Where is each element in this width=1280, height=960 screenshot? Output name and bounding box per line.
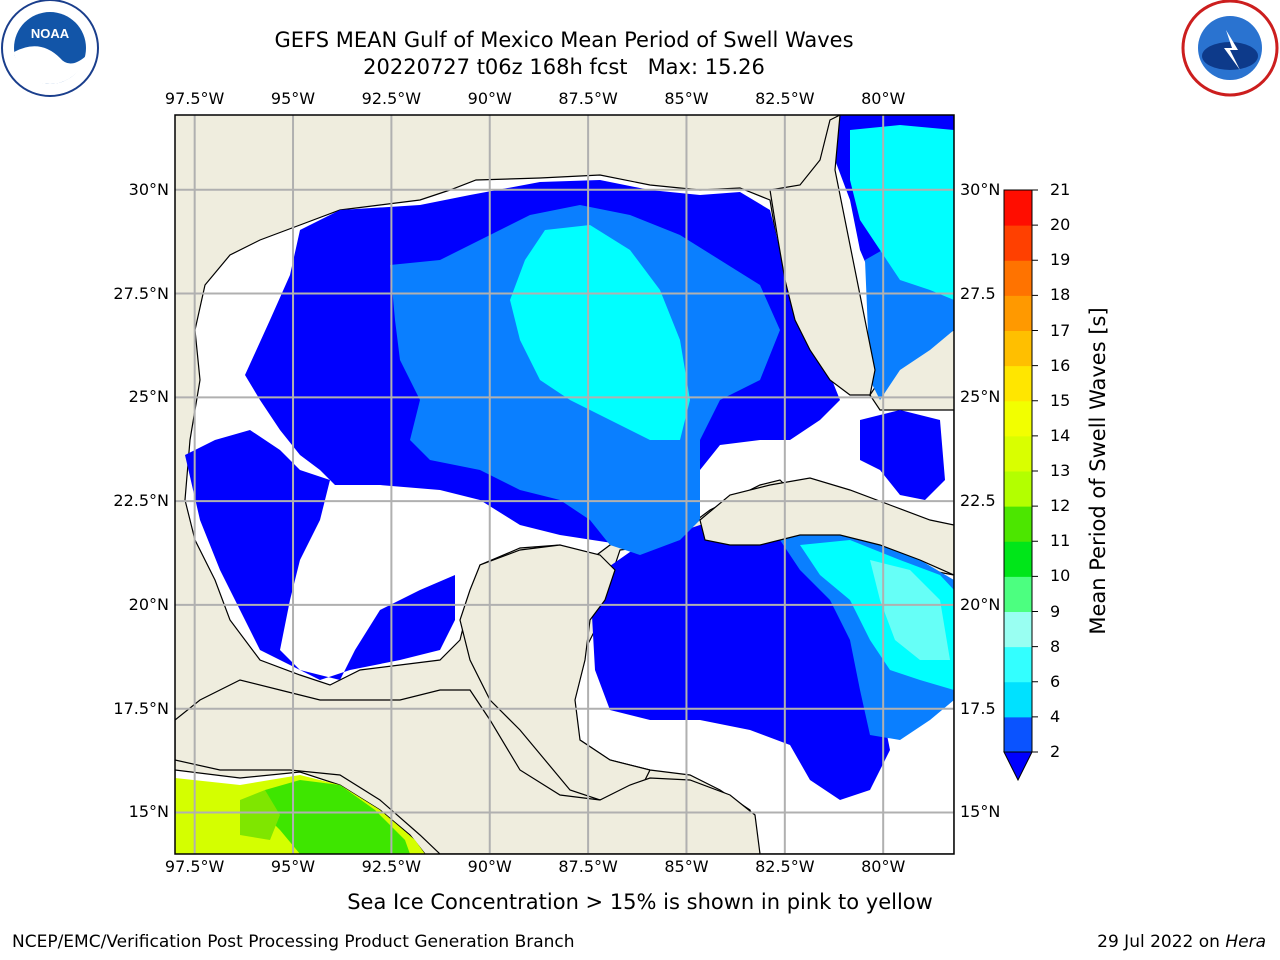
yucatan-land bbox=[459, 544, 651, 801]
tick-label: 95°W bbox=[270, 89, 316, 108]
tick-label: 25°N bbox=[128, 387, 169, 407]
tick-label: 10 bbox=[1050, 566, 1071, 586]
tick-label: 27.5 bbox=[960, 283, 996, 303]
tick-label: 20°N bbox=[960, 594, 1001, 614]
map-frame bbox=[174, 114, 955, 855]
footer-caption: Sea Ice Concentration > 15% is shown in … bbox=[347, 890, 933, 914]
tick-label: 22.5 bbox=[960, 491, 996, 511]
tick-label: 21 bbox=[1050, 180, 1071, 199]
colorbar-segment bbox=[1004, 330, 1032, 367]
tick-label: 80°W bbox=[861, 857, 906, 876]
colorbar-segment bbox=[1004, 295, 1032, 331]
tick-label: 82.5°W bbox=[755, 857, 815, 876]
swell-4to6s-field bbox=[850, 125, 954, 300]
tick-label: 18 bbox=[1050, 285, 1071, 305]
tick-label: 17.5 bbox=[960, 698, 996, 718]
tick-label: 20 bbox=[1050, 215, 1071, 235]
footer-machine-name: Hera bbox=[1225, 932, 1266, 952]
footer-date: 29 Jul 2022 on Hera bbox=[1097, 932, 1266, 952]
tick-label: 9 bbox=[1050, 601, 1061, 621]
tick-label: 97.5°W bbox=[164, 857, 225, 876]
swell-2s-field bbox=[860, 410, 945, 500]
tick-label: 16 bbox=[1050, 355, 1071, 375]
tick-label: 15°N bbox=[960, 802, 1001, 822]
tick-label: 27.5°N bbox=[113, 283, 169, 303]
tick-label: 11 bbox=[1050, 531, 1071, 551]
tick-label: 92.5°W bbox=[361, 89, 422, 108]
colorbar-segment bbox=[1004, 471, 1032, 507]
colorbar-segment bbox=[1004, 435, 1032, 472]
pacific-field bbox=[260, 780, 410, 854]
swell-2s-field bbox=[185, 430, 455, 680]
colorbar-segment bbox=[1004, 365, 1032, 402]
tick-label: 95°W bbox=[270, 857, 316, 876]
pacific-field bbox=[240, 790, 280, 840]
florida-land bbox=[769, 115, 876, 396]
swell-4to6s-field bbox=[510, 225, 690, 440]
colorbar-segment bbox=[1004, 576, 1032, 612]
tick-label: 12 bbox=[1050, 496, 1071, 516]
colorbar-segment bbox=[1004, 646, 1032, 683]
colorbar-extend-arrow bbox=[1003, 751, 1033, 782]
tick-label: 92.5°W bbox=[361, 857, 422, 876]
colorbar-segment bbox=[1004, 190, 1032, 226]
colorbar-label: Mean Period of Swell Waves [s] bbox=[1086, 307, 1110, 635]
colorbar-segment bbox=[1004, 260, 1032, 296]
footer-credit: NCEP/EMC/Verification Post Processing Pr… bbox=[12, 932, 575, 952]
tick-label: 6 bbox=[1050, 671, 1061, 691]
colorbar-segment bbox=[1004, 716, 1032, 753]
tick-label: 4 bbox=[1050, 706, 1061, 726]
tick-label: 17 bbox=[1050, 320, 1071, 340]
tick-label: 15°N bbox=[128, 802, 169, 822]
colorbar-segment bbox=[1004, 400, 1032, 437]
colorbar bbox=[1003, 189, 1038, 782]
tick-label: 19 bbox=[1050, 250, 1071, 270]
swell-6to8s-field bbox=[870, 560, 950, 660]
tick-label: 87.5°W bbox=[558, 857, 618, 876]
tick-label: 97.5°W bbox=[164, 89, 225, 108]
tick-label: 2 bbox=[1050, 742, 1061, 761]
map-gridlines bbox=[175, 115, 954, 854]
tick-label: 30°N bbox=[128, 179, 169, 199]
tick-label: 90°W bbox=[467, 89, 512, 108]
tick-label: 87.5°W bbox=[558, 89, 618, 108]
colorbar-segment bbox=[1004, 541, 1032, 577]
footer-date-text: 29 Jul 2022 on bbox=[1097, 932, 1226, 952]
tick-label: 85°W bbox=[664, 857, 709, 876]
tick-label: 8 bbox=[1050, 636, 1061, 656]
colorbar-segment bbox=[1004, 681, 1032, 718]
tick-label: 82.5°W bbox=[755, 89, 815, 108]
tick-label: 14 bbox=[1050, 425, 1071, 445]
colorbar-segment bbox=[1004, 506, 1032, 542]
tick-label: 25°N bbox=[960, 387, 1001, 407]
colorbar-segment bbox=[1004, 611, 1032, 648]
map-subtitle: 20220727 t06z 168h fcst Max: 15.26 bbox=[363, 55, 765, 79]
tick-label: 80°W bbox=[861, 89, 906, 108]
tick-label: 85°W bbox=[664, 89, 709, 108]
tick-label: 17.5°N bbox=[113, 698, 169, 718]
tick-label: 20°N bbox=[128, 594, 169, 614]
tick-label: 22.5°N bbox=[113, 491, 169, 511]
tick-label: 13 bbox=[1050, 461, 1071, 480]
swell-2s-field bbox=[590, 525, 890, 800]
colorbar-segment bbox=[1004, 225, 1032, 261]
tick-label: 30°N bbox=[960, 179, 1001, 199]
map-title: GEFS MEAN Gulf of Mexico Mean Period of … bbox=[274, 28, 854, 52]
cuba-land bbox=[699, 477, 954, 576]
tick-label: 90°W bbox=[467, 857, 512, 876]
tick-label: 15 bbox=[1050, 390, 1071, 410]
